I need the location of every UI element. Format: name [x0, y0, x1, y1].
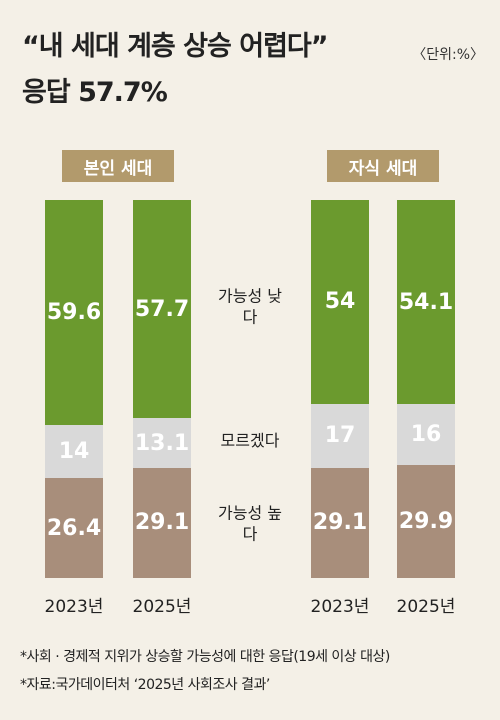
x-tick-label: 2023년	[310, 597, 370, 617]
group-label: 본인 세대	[62, 150, 174, 182]
legend-label: 가능성 낮다	[218, 285, 282, 327]
x-tick-label: 2023년	[44, 597, 104, 617]
bar-segment: 59.6	[45, 200, 103, 426]
bar-segment: 54.1	[397, 200, 455, 405]
bar-segment: 13.1	[133, 418, 191, 468]
subtitle: 응답 57.7%	[22, 77, 168, 108]
title: “내 세대 계층 상승 어렵다”	[22, 31, 328, 62]
bar-segment: 29.9	[397, 464, 455, 578]
bar-segment: 17	[311, 403, 369, 468]
bar-segment: 16	[397, 404, 455, 465]
bar-segment: 29.1	[133, 468, 191, 578]
group-label: 자식 세대	[327, 150, 439, 182]
legend-label: 모르겠다	[220, 431, 280, 451]
bar-segment: 57.7	[133, 200, 191, 419]
unit: 〈단위:%〉	[412, 47, 484, 63]
legend-label: 가능성 높다	[218, 503, 282, 544]
x-tick-label: 2025년	[132, 597, 192, 617]
x-tick-label: 2025년	[396, 597, 456, 617]
bar-segment: 54	[311, 199, 369, 404]
note: *자료:국가데이터처 ‘2025년 사회조사 결과’	[20, 677, 270, 693]
bar-segment: 14	[45, 425, 103, 479]
bar-segment: 26.4	[45, 478, 103, 578]
bar-segment: 29.1	[311, 468, 369, 578]
note: *사회 · 경제적 지위가 상승할 가능성에 대한 응답(19세 이상 대상)	[20, 649, 390, 665]
